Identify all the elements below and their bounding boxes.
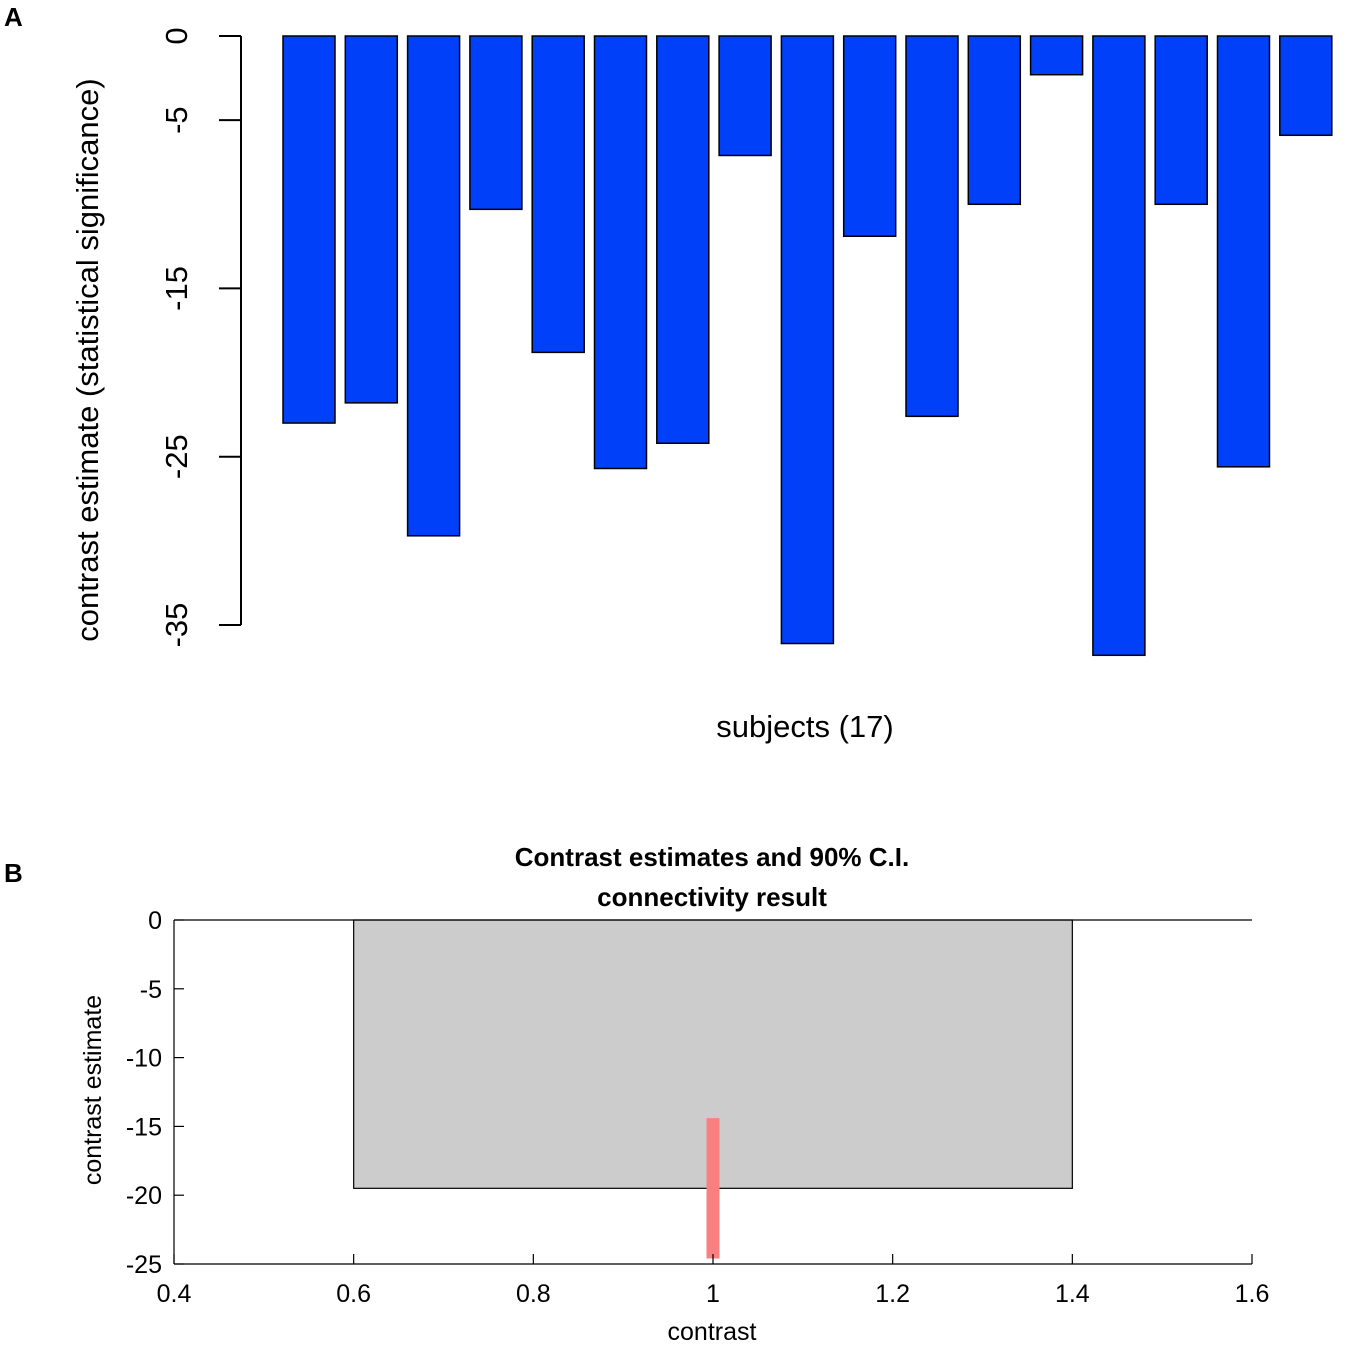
panel-a-bar (781, 36, 833, 644)
panel-a-bar (719, 36, 771, 155)
panel-b-x-ticks: 0.4 0.6 0.8 1 1.2 1.4 1.6 (157, 1254, 1270, 1308)
panel-a-y-tick-label: -35 (159, 603, 194, 648)
panel-b-x-tick-label: 1.2 (875, 1280, 910, 1308)
panel-a-bar (1093, 36, 1145, 655)
panel-a-chart: 0 -5 -15 -25 -35 contrast estimate (statisti… (70, 27, 1332, 744)
panel-b-x-tick-label: 0.4 (157, 1280, 192, 1308)
panel-b-y-tick-label: 0 (148, 907, 162, 935)
panel-a-bar (1218, 36, 1270, 467)
panel-b-subtitle: connectivity result (597, 882, 827, 912)
panel-a-bar (968, 36, 1020, 204)
panel-a-y-tick-label: -15 (159, 266, 194, 311)
panel-b-plot-area (354, 920, 1073, 1258)
panel-b-x-tick-label: 1 (706, 1280, 720, 1308)
panel-a-bar (906, 36, 958, 416)
panel-b-title: Contrast estimates and 90% C.I. (515, 842, 909, 872)
figure: A B 0 -5 -15 -25 -35 contrast estimate (stat… (0, 0, 1350, 1347)
panel-b-y-ticks: 0 -5 -10 -15 -20 -25 (126, 907, 184, 1279)
panel-a-bar (408, 36, 460, 536)
panel-a-y-ticks: 0 -5 -15 -25 -35 (159, 27, 241, 647)
panel-b-y-tick-label: -25 (126, 1251, 162, 1279)
panel-b-x-axis-label: contrast (668, 1318, 757, 1346)
panel-a-x-axis-label: subjects (17) (716, 709, 893, 744)
panel-b-x-tick-label: 1.6 (1235, 1280, 1270, 1308)
panel-b-x-tick-label: 1.4 (1055, 1280, 1090, 1308)
panel-a-bar (345, 36, 397, 403)
panel-a-bar (657, 36, 709, 443)
panel-a-y-axis-label: contrast estimate (statistical significa… (70, 78, 105, 641)
panel-a-y-tick-label: -5 (159, 106, 194, 134)
panel-label-a: A (4, 2, 23, 32)
panel-b-y-axis-label: contrast estimate (79, 995, 107, 1185)
panel-a-bar (1280, 36, 1332, 135)
panel-a-bar (844, 36, 896, 236)
panel-a-y-tick-label: -25 (159, 434, 194, 479)
panel-a-bar (532, 36, 584, 352)
panel-b-y-tick-label: -15 (126, 1113, 162, 1141)
panel-a-bar (283, 36, 335, 423)
panel-a-bar (1031, 36, 1083, 75)
panel-a-bar (1155, 36, 1207, 204)
panel-b-chart: Contrast estimates and 90% C.I. connecti… (79, 842, 1269, 1346)
panel-a-bar (470, 36, 522, 209)
panel-b-y-tick-label: -5 (140, 976, 162, 1004)
panel-a-y-tick-label: 0 (159, 27, 194, 44)
panel-b-y-tick-label: -10 (126, 1045, 162, 1073)
panel-label-b: B (4, 858, 23, 888)
panel-b-x-tick-label: 0.6 (336, 1280, 371, 1308)
panel-b-y-tick-label: -20 (126, 1182, 162, 1210)
panel-b-x-tick-label: 0.8 (516, 1280, 551, 1308)
panel-a-bar (595, 36, 647, 468)
panel-a-bars (283, 36, 1332, 655)
